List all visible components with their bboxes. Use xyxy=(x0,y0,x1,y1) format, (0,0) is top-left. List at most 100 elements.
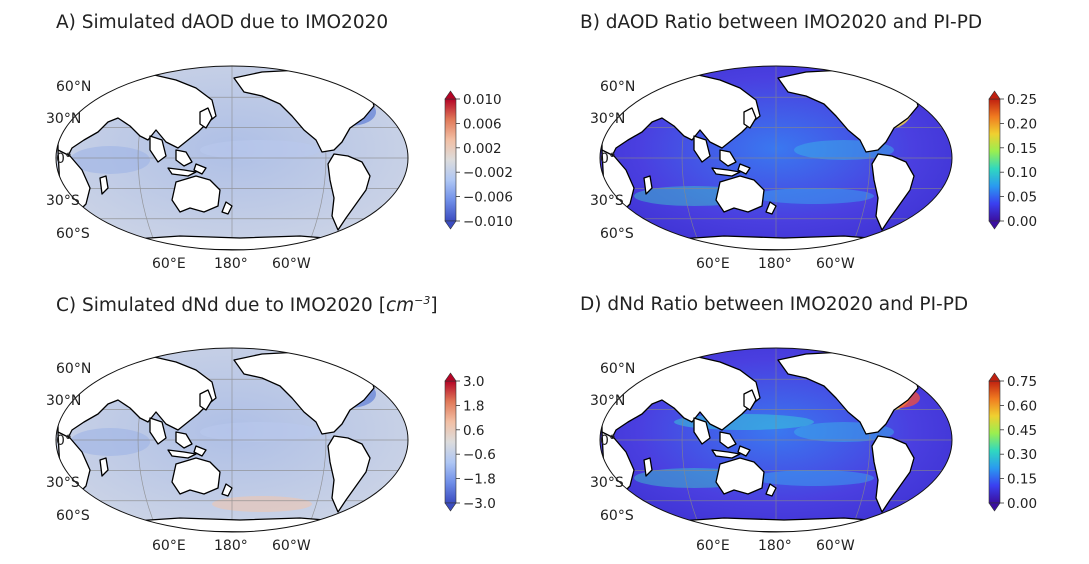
colorbar-tick-label: 0.00 xyxy=(1007,496,1037,512)
panel-a: A) Simulated dAOD due to IMO2020 60°N 30°… xyxy=(0,0,544,282)
map-border xyxy=(599,347,953,533)
panel-title-text: A) Simulated dAOD due to IMO2020 xyxy=(56,12,389,33)
lat-label: 30°N xyxy=(590,111,625,127)
colorbar-tick-label: 0.010 xyxy=(463,92,502,108)
colorbar-extend-bottom xyxy=(444,502,457,512)
lon-label: 60°E xyxy=(696,256,730,272)
lat-label: 60°S xyxy=(600,226,634,242)
colorbar-tick-label: 0.25 xyxy=(1007,92,1037,108)
lat-label: 0° xyxy=(600,151,616,167)
colorbar-tick-label: 0.15 xyxy=(1007,472,1037,488)
map-svg: 60°N 30°N 0° 30°S 60°S 60°E 180° 60°W 3.0 1.8 0.6 −… xyxy=(46,347,496,554)
colorbar: 0.25 0.20 0.15 0.10 0.05 0.00 xyxy=(988,90,1037,230)
anomaly-patch xyxy=(754,188,874,204)
colorbar-extend-bottom xyxy=(988,502,1001,512)
colorbar-tick-label: 0.05 xyxy=(1007,190,1037,206)
lon-label: 180° xyxy=(758,256,792,272)
colorbar-tick-label: −3.0 xyxy=(463,496,496,512)
colorbar-tick-label: 0.6 xyxy=(463,423,484,439)
lat-label: 30°S xyxy=(590,475,624,491)
lat-label: 60°N xyxy=(600,79,635,95)
lat-label: 30°N xyxy=(590,393,625,409)
lon-label: 60°E xyxy=(152,538,186,554)
lon-label: 60°E xyxy=(152,256,186,272)
panel-title-text: D) dNd Ratio between IMO2020 and PI-PD xyxy=(580,294,969,315)
colorbar-extend-bottom xyxy=(444,220,457,230)
colorbar-tick-label: 0.30 xyxy=(1007,447,1037,463)
landmasses xyxy=(57,69,375,250)
panel-title: D) dNd Ratio between IMO2020 and PI-PD xyxy=(580,294,968,315)
lon-label: 60°W xyxy=(272,538,311,554)
panel-title: B) dAOD Ratio between IMO2020 and PI-PD xyxy=(580,12,982,33)
panel-title-units: [cm−3] xyxy=(378,294,438,317)
colorbar-tick-label: −0.010 xyxy=(463,214,513,230)
landmasses xyxy=(601,351,919,532)
lat-label: 60°N xyxy=(600,361,635,377)
anomaly-patch xyxy=(200,422,320,442)
colorbar-tick-label: 0.60 xyxy=(1007,398,1037,414)
colorbar-tick-label: 0.006 xyxy=(463,116,502,132)
colorbar-extend-top xyxy=(988,90,1001,100)
panel-b: B) dAOD Ratio between IMO2020 and PI-PD … xyxy=(544,0,1088,282)
anomaly-patch xyxy=(70,428,150,456)
anomaly-patch xyxy=(754,470,874,486)
anomaly-patch xyxy=(70,146,150,174)
lat-label: 60°N xyxy=(56,79,91,95)
map-area xyxy=(56,348,408,532)
map-area xyxy=(600,348,952,532)
panel-title: C) Simulated dNd due to IMO2020 [cm−3] xyxy=(56,294,438,316)
lat-label: 60°S xyxy=(600,508,634,524)
lat-label: 30°S xyxy=(46,193,80,209)
colorbar-tick-label: 0.20 xyxy=(1007,116,1037,132)
anomaly-patch xyxy=(200,140,320,160)
lat-label: 0° xyxy=(600,433,616,449)
lat-label: 0° xyxy=(56,433,72,449)
lat-label: 30°S xyxy=(46,475,80,491)
lat-label: 0° xyxy=(56,151,72,167)
map-area xyxy=(600,66,952,250)
colorbar-tick-label: 3.0 xyxy=(463,374,484,390)
lon-label: 60°E xyxy=(696,538,730,554)
colorbar-tick-label: 0.75 xyxy=(1007,374,1037,390)
colorbar-tick-label: −1.8 xyxy=(463,472,496,488)
lat-label: 60°S xyxy=(56,508,90,524)
map-border xyxy=(55,347,409,533)
map-border xyxy=(55,65,409,251)
lon-label: 60°W xyxy=(816,538,855,554)
map-border xyxy=(599,65,953,251)
lat-label: 30°S xyxy=(590,193,624,209)
colorbar-tick-label: 1.8 xyxy=(463,398,484,414)
panel-d: D) dNd Ratio between IMO2020 and PI-PD 6… xyxy=(544,282,1088,564)
lat-label: 60°S xyxy=(56,226,90,242)
panel-title: A) Simulated dAOD due to IMO2020 xyxy=(56,12,388,33)
colorbar-tick-label: 0.00 xyxy=(1007,214,1037,230)
panel-title-text: B) dAOD Ratio between IMO2020 and PI-PD xyxy=(580,12,983,33)
map-svg: 60°N 30°N 0° 30°S 60°S 60°E 180° 60°W 0.010 0.006… xyxy=(46,65,513,272)
panel-title-text: C) Simulated dNd due to IMO2020 xyxy=(56,295,379,317)
map-svg: 60°N30°N0°30°S60°S60°E 180° 60°W0.750.600.… xyxy=(590,347,1037,554)
colorbar-extend-top xyxy=(444,372,457,382)
colorbar-tick-label: −0.6 xyxy=(463,447,496,463)
colorbar: 0.75 0.60 0.45 0.30 0.15 0.00 xyxy=(988,372,1037,512)
lat-label: 60°N xyxy=(56,361,91,377)
lon-label: 60°W xyxy=(816,256,855,272)
colorbar-extend-bottom xyxy=(988,220,1001,230)
lat-label: 30°N xyxy=(46,393,81,409)
anomaly-patch xyxy=(212,496,312,512)
colorbar-extend-top xyxy=(988,372,1001,382)
map-area xyxy=(56,66,408,250)
lon-label: 180° xyxy=(214,538,248,554)
colorbar-tick-label: 0.10 xyxy=(1007,165,1037,181)
lon-label: 60°W xyxy=(272,256,311,272)
colorbar: 3.0 1.8 0.6 −0.6 −1.8 −3.0 xyxy=(444,372,496,512)
lon-label: 180° xyxy=(758,538,792,554)
colorbar: 0.010 0.006 0.002 −0.002 −0.006 −0.010 xyxy=(444,90,513,230)
colorbar-tick-label: −0.002 xyxy=(463,165,513,181)
map-svg: 60°N 30°N 0° 30°S 60°S 60°E 180° 60°W 0.25 0.20 0.… xyxy=(590,65,1037,272)
lon-label: 180° xyxy=(214,256,248,272)
panel-c: C) Simulated dNd due to IMO2020 [cm−3] 6… xyxy=(0,282,544,564)
colorbar-tick-label: 0.45 xyxy=(1007,423,1037,439)
colorbar-tick-label: 0.002 xyxy=(463,141,502,157)
lat-label: 30°N xyxy=(46,111,81,127)
colorbar-tick-label: −0.006 xyxy=(463,190,513,206)
